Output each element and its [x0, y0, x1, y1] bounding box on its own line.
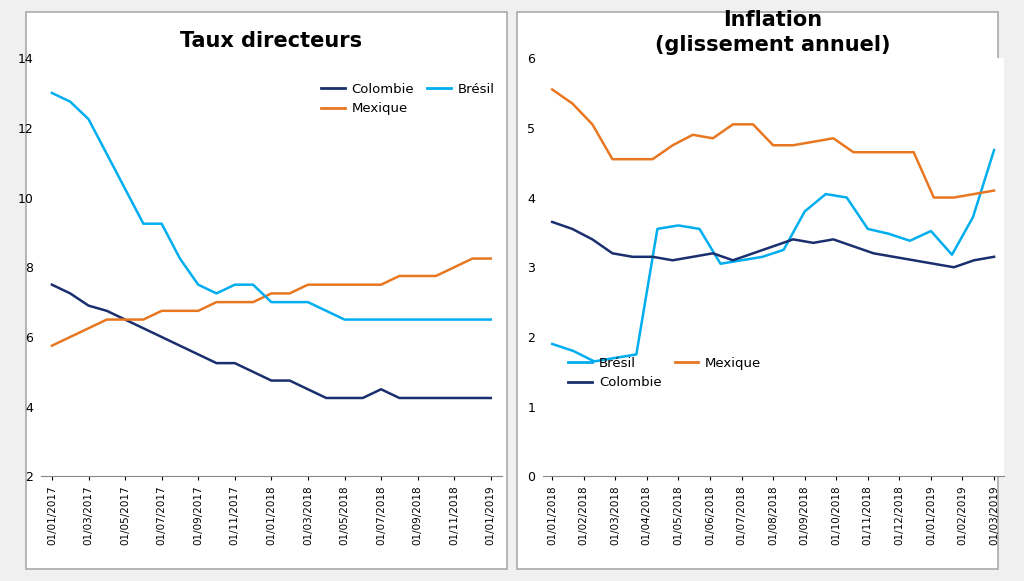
Legend: Brésil, Colombie, Mexique: Brésil, Colombie, Mexique: [563, 352, 766, 394]
Title: Taux directeurs: Taux directeurs: [180, 31, 362, 51]
Title: Inflation
(glissement annuel): Inflation (glissement annuel): [655, 10, 891, 55]
Legend: Colombie, Mexique, Brésil: Colombie, Mexique, Brésil: [315, 77, 500, 120]
